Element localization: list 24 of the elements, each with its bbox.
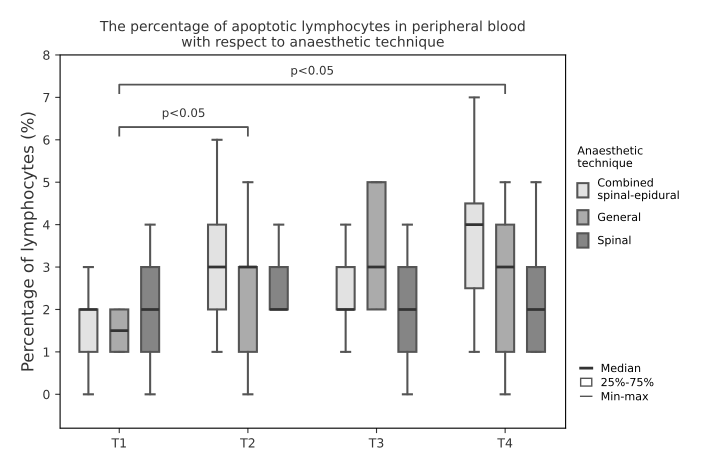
x-tick-label: T1 — [111, 438, 126, 448]
legend-title: Anaesthetic technique — [577, 146, 642, 170]
annotation: p<0.05 — [291, 66, 334, 78]
y-tick-label: 8 — [43, 50, 50, 60]
y-tick-label: 6 — [43, 135, 50, 145]
y-tick-label: 1 — [44, 348, 50, 357]
y-tick-label: 5 — [43, 178, 50, 188]
chart-title: The percentage of apoptotic lymphocytes in peripheral blood with respect to anaesthetic technique — [100, 20, 524, 50]
y-tick-label: 4 — [43, 220, 50, 230]
legend-label: General — [598, 212, 640, 222]
legend-label: Spinal — [598, 236, 630, 246]
text: Min-max — [602, 392, 648, 400]
text: Median — [602, 364, 640, 372]
text: 25%-75% — [601, 378, 654, 386]
legend-label: Combined spinal-epidural — [598, 178, 679, 202]
x-tick-label: T2 — [240, 438, 254, 448]
y-axis-title: Percentage of lymphocytes (%) — [20, 112, 37, 371]
y-tick-label: 2 — [43, 304, 50, 314]
y-tick-label: 3 — [43, 262, 50, 272]
y-tick-label: 0 — [43, 390, 50, 400]
x-tick-label: T3 — [368, 438, 384, 448]
y-tick-label: 7 — [43, 93, 50, 102]
annotation: p<0.05 — [162, 108, 204, 120]
x-tick-label: T4 — [497, 438, 512, 448]
